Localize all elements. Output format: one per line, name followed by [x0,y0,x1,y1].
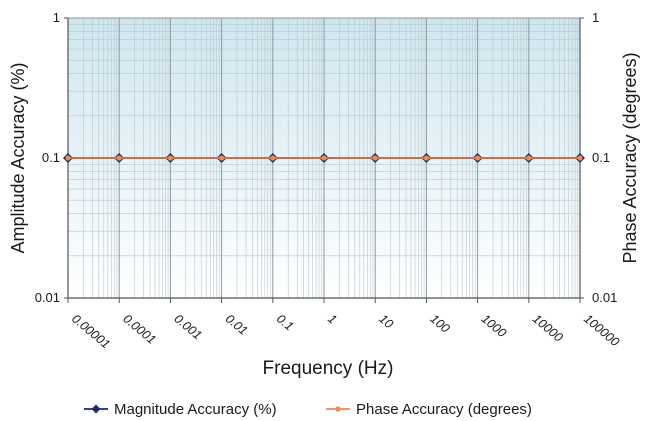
x-tick-label: 10000 [530,312,566,345]
data-point-phase [526,155,532,161]
x-tick-label: 0.01 [223,312,251,338]
data-point-phase [167,155,173,161]
legend: Magnitude Accuracy (%) Phase Accuracy (d… [84,401,532,418]
x-tick-label: 1 [325,312,339,327]
y-tick-label-right: 0.1 [592,150,610,165]
data-point-phase [577,155,583,161]
x-tick-label: 0.0001 [120,312,158,347]
data-point-phase [321,155,327,161]
x-tick-label: 100 [427,312,452,336]
x-tick-label: 1000 [479,312,509,341]
y-tick-label-right: 1 [592,10,599,25]
data-point-phase [423,155,429,161]
y-axis-label-right: Phase Accuracy (degrees) [620,52,640,263]
series-phase [65,155,583,161]
x-tick-label: 0.001 [171,312,204,343]
y-tick-label-left: 0.01 [35,290,60,305]
y-tick-label-left: 1 [53,10,60,25]
x-tick-label: 10 [376,312,396,332]
legend-label-phase: Phase Accuracy (degrees) [356,401,532,418]
legend-swatch-marker-magnitude [91,404,101,414]
y-tick-label-left: 0.1 [42,150,60,165]
data-point-phase [372,155,378,161]
data-point-phase [116,155,122,161]
y-axis-label-left: Amplitude Accuracy (%) [8,62,28,253]
data-series [63,153,585,163]
data-point-phase [219,155,225,161]
data-point-phase [65,155,71,161]
x-tick-label: 0.1 [274,312,296,334]
legend-item-phase: Phase Accuracy (degrees) [326,401,532,418]
data-point-phase [475,155,481,161]
x-tick-label: 100000 [581,312,622,350]
legend-swatch-marker-phase [335,406,341,412]
legend-item-magnitude: Magnitude Accuracy (%) [84,401,277,418]
y-tick-label-right: 0.01 [592,290,617,305]
data-point-phase [270,155,276,161]
x-tick-label: 0.00001 [69,312,113,352]
legend-label-magnitude: Magnitude Accuracy (%) [114,401,277,418]
x-axis-label: Frequency (Hz) [263,358,394,379]
